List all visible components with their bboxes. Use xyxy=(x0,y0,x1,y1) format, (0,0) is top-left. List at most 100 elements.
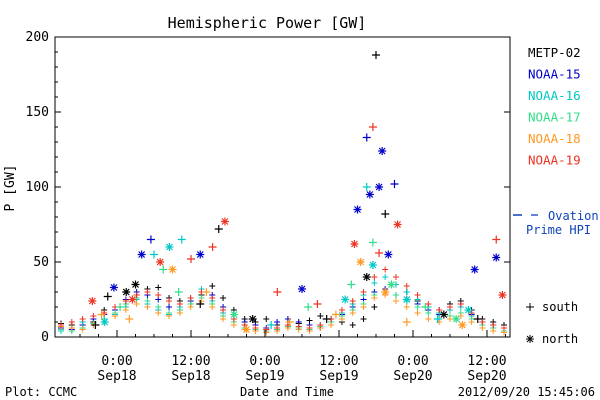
x-tick-date: Sep19 xyxy=(245,369,284,384)
data-point-marker xyxy=(368,123,377,131)
data-point-marker xyxy=(387,280,396,289)
baseline-marker xyxy=(403,289,410,295)
baseline-marker xyxy=(198,298,205,304)
baseline-marker xyxy=(274,325,281,331)
north-marker-icon xyxy=(526,335,534,343)
baseline-marker xyxy=(144,304,151,310)
baseline-marker xyxy=(144,289,151,295)
baseline-marker xyxy=(501,325,507,331)
y-tick-label: 150 xyxy=(26,105,49,120)
baseline-marker xyxy=(425,301,432,307)
baseline-marker xyxy=(155,284,162,291)
data-point-marker xyxy=(187,255,195,263)
data-point-marker xyxy=(433,315,442,323)
baseline-marker xyxy=(187,304,194,310)
data-points xyxy=(88,51,507,334)
x-tick-time: 12:00 xyxy=(467,354,506,369)
data-point-marker xyxy=(298,285,307,293)
baseline-marker xyxy=(360,316,367,322)
baseline-marker xyxy=(436,307,443,313)
legend-entry: METP-02 xyxy=(528,45,581,60)
data-point-marker xyxy=(452,315,461,323)
data-point-marker xyxy=(168,265,177,274)
baseline-marker xyxy=(490,328,497,334)
data-point-marker xyxy=(137,250,146,259)
data-point-marker xyxy=(220,217,229,226)
data-point-marker xyxy=(100,318,109,326)
data-point-marker xyxy=(368,238,377,247)
baseline-marker xyxy=(479,319,486,325)
x-axis-label: Date and Time xyxy=(240,385,334,399)
baseline-marker xyxy=(468,319,475,325)
legend-entry: NOAA-15 xyxy=(528,67,581,82)
data-point-marker xyxy=(103,292,112,301)
baseline-marker xyxy=(382,274,389,280)
x-tick-date: Sep19 xyxy=(319,369,358,384)
data-point-marker xyxy=(473,315,482,323)
data-point-marker xyxy=(347,280,356,289)
baseline-marker xyxy=(220,316,227,322)
baseline-marker xyxy=(414,292,421,298)
y-tick-label: 200 xyxy=(26,30,49,45)
data-point-marker xyxy=(464,306,473,314)
baseline-marker xyxy=(220,295,227,301)
x-tick-time: 0:00 xyxy=(101,354,132,369)
baseline-marker xyxy=(295,323,302,330)
baseline-marker xyxy=(371,295,378,301)
prime-hpi-label: Prime HPI xyxy=(526,223,591,237)
data-point-marker xyxy=(131,280,140,289)
baseline-marker xyxy=(371,280,378,286)
baseline-marker xyxy=(317,322,324,328)
south-marker-label: south xyxy=(542,300,578,314)
data-point-marker xyxy=(116,303,125,311)
data-point-marker xyxy=(159,265,168,274)
data-point-marker xyxy=(196,250,205,259)
data-point-marker xyxy=(402,295,411,304)
data-point-marker xyxy=(375,249,384,257)
baseline-marker xyxy=(457,301,464,307)
legend-entry: NOAA-18 xyxy=(528,131,581,146)
data-point-marker xyxy=(267,321,276,329)
data-point-marker xyxy=(356,258,365,266)
baseline-marker xyxy=(263,326,270,333)
baseline-marker xyxy=(176,301,183,307)
data-point-marker xyxy=(439,310,448,319)
data-point-marker xyxy=(285,318,294,326)
baseline-marker xyxy=(425,316,432,322)
baseline-marker xyxy=(274,319,281,325)
baseline-marker xyxy=(155,304,162,310)
data-point-marker xyxy=(109,283,118,292)
x-tick-time: 0:00 xyxy=(397,354,428,369)
baseline-marker xyxy=(79,326,86,333)
baseline-marker xyxy=(209,283,216,289)
data-point-marker xyxy=(150,250,158,259)
baseline-marker xyxy=(112,313,119,319)
data-point-marker xyxy=(202,288,211,296)
y-axis: 0 50 100 150 200 xyxy=(26,30,510,345)
data-point-marker xyxy=(313,300,322,308)
baseline-marker xyxy=(403,304,410,310)
data-point-marker xyxy=(177,235,186,244)
baseline-marker xyxy=(166,298,173,304)
data-point-marker xyxy=(492,235,501,244)
baseline-marker xyxy=(166,313,173,319)
chart-title: Hemispheric Power [GW] xyxy=(168,14,367,32)
data-point-marker xyxy=(362,133,371,142)
data-point-marker xyxy=(208,243,217,251)
baseline-marker xyxy=(468,310,475,316)
baseline-marker xyxy=(490,322,497,328)
data-point-marker xyxy=(146,235,155,244)
y-tick-label: 50 xyxy=(33,255,49,270)
data-point-marker xyxy=(156,258,165,266)
data-point-marker xyxy=(421,303,430,311)
baseline-traces xyxy=(58,266,507,336)
data-point-marker xyxy=(341,295,350,304)
x-tick-date: Sep18 xyxy=(171,369,210,384)
data-point-marker xyxy=(381,288,390,296)
baseline-marker xyxy=(209,304,216,310)
data-point-marker xyxy=(372,51,381,59)
baseline-marker xyxy=(230,322,237,328)
baseline-marker xyxy=(349,310,356,316)
x-tick-time: 0:00 xyxy=(249,354,280,369)
baseline-marker xyxy=(155,292,162,298)
